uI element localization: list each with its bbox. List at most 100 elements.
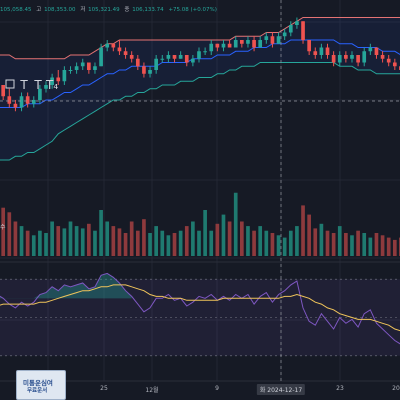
- text-tool-icon[interactable]: T: [20, 78, 28, 92]
- volume-bar: [1, 207, 6, 256]
- candle-up: [276, 36, 281, 44]
- candle-up: [74, 66, 79, 70]
- open-value: 105,058.45: [0, 7, 32, 13]
- volume-bar: [99, 210, 103, 256]
- volume-bar: [282, 237, 287, 256]
- candle-up: [258, 40, 263, 48]
- candle-up: [19, 96, 24, 108]
- date-label: 2024-12-17: [267, 387, 303, 394]
- volume-bar: [356, 230, 360, 256]
- text-tool-icon[interactable]: T: [34, 78, 42, 92]
- candle-down: [307, 40, 311, 52]
- candle-up: [246, 40, 250, 44]
- candle-down: [56, 77, 61, 82]
- candle-down: [270, 36, 275, 44]
- candle-up: [319, 47, 324, 55]
- candle-up: [105, 43, 110, 48]
- candle-up: [80, 62, 85, 67]
- high-label: 고: [36, 7, 42, 13]
- candle-down: [374, 47, 379, 55]
- candle-down: [325, 47, 330, 55]
- volume-bar: [154, 226, 158, 256]
- volume-bar: [252, 230, 256, 256]
- volume-bar: [270, 233, 275, 256]
- square-icon[interactable]: [4, 78, 16, 92]
- time-tick: 9: [215, 385, 219, 392]
- candle-down: [215, 43, 220, 48]
- candle-down: [1, 85, 6, 97]
- candle-up: [160, 58, 165, 60]
- text-tool-icon[interactable]: T₄: [46, 78, 59, 92]
- candle-down: [117, 47, 122, 52]
- candle-down: [135, 58, 140, 67]
- candle-down: [392, 62, 397, 67]
- candle-up: [62, 70, 67, 82]
- volume-bar: [350, 235, 354, 256]
- time-tick: 25: [100, 385, 108, 392]
- volume-bar: [25, 230, 30, 256]
- volume-bar: [344, 233, 348, 256]
- candle-up: [368, 47, 373, 52]
- watermark-logo: 미통운심여 무료운서: [16, 370, 66, 400]
- ohlc-legend: 105,058.45 고 108,353.00 저 105,321.49 종 1…: [0, 4, 217, 16]
- volume-bar: [93, 230, 97, 256]
- candle-up: [178, 55, 183, 59]
- candle-up: [68, 70, 73, 71]
- time-tick: 12월: [145, 387, 159, 394]
- candle-up: [350, 55, 354, 59]
- volume-bar: [50, 221, 54, 256]
- volume-bar: [129, 221, 134, 256]
- candle-up: [288, 25, 293, 33]
- volume-bar: [233, 192, 238, 256]
- candle-up: [44, 85, 48, 89]
- volume-bar: [142, 219, 146, 256]
- high-value: 108,353.00: [44, 7, 76, 13]
- candle-down: [386, 58, 391, 63]
- time-tick: 23: [336, 385, 344, 392]
- volume-bar: [56, 226, 61, 256]
- candle-up: [166, 55, 171, 59]
- volume-bar: [7, 212, 12, 256]
- volume-bar: [331, 233, 336, 256]
- volume-bar: [172, 233, 177, 256]
- candle-down: [172, 55, 177, 59]
- candle-up: [209, 43, 214, 52]
- candle-up: [50, 77, 54, 85]
- candle-down: [123, 51, 128, 55]
- volume-bar: [31, 235, 36, 256]
- volume-bar: [221, 214, 226, 256]
- volume-bar: [135, 230, 140, 256]
- crosshair-time-label: 화 2024-12-17: [256, 384, 306, 395]
- volume-bar: [38, 230, 42, 256]
- candle-down: [13, 103, 18, 108]
- volume-label: 수: [0, 224, 6, 231]
- volume-bar: [209, 230, 214, 256]
- volume-bar: [380, 235, 385, 256]
- volume-bars: [1, 192, 400, 256]
- volume-bar: [258, 226, 263, 256]
- weekday-label: 화: [259, 387, 266, 394]
- volume-bar: [240, 221, 244, 256]
- volume-bar: [123, 233, 128, 256]
- watermark-line1: 미통운심여: [23, 379, 53, 387]
- volume-bar: [44, 233, 48, 256]
- candle-down: [184, 55, 189, 63]
- volume-bar: [166, 235, 171, 256]
- volume-bar: [160, 230, 165, 256]
- volume-bar: [307, 214, 311, 256]
- candle-down: [227, 43, 232, 48]
- rsi-indicator: [0, 272, 400, 357]
- candle-up: [282, 32, 287, 37]
- volume-bar: [288, 230, 293, 256]
- candle-down: [252, 40, 256, 48]
- candle-down: [313, 51, 318, 55]
- volume-bar: [276, 235, 281, 256]
- volume-bar: [178, 230, 183, 256]
- candle-down: [331, 55, 336, 63]
- volume-bar: [19, 226, 24, 256]
- candle-up: [362, 51, 367, 63]
- candle-up: [203, 51, 207, 53]
- volume-bar: [13, 221, 18, 256]
- candle-down: [25, 96, 30, 104]
